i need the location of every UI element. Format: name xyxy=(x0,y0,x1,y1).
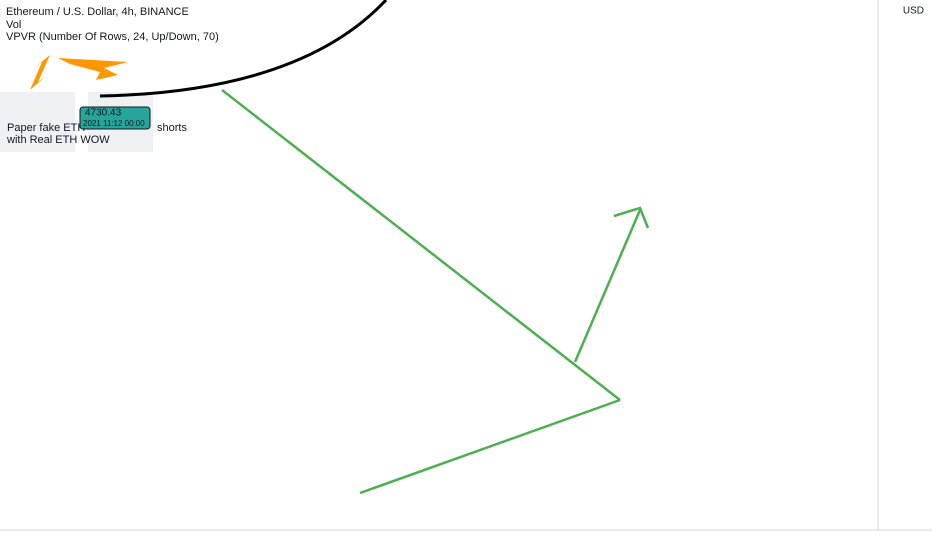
currency: USD xyxy=(903,6,924,17)
tooltip xyxy=(79,106,151,130)
annotation-box xyxy=(0,92,75,152)
indicator-label: VPVR (Number Of Rows, 24, Up/Down, 70) xyxy=(6,31,219,43)
tooltip-value: 4730.43 xyxy=(85,108,122,119)
arc-drawing xyxy=(99,0,388,98)
annotation-text: shorts xyxy=(157,122,187,134)
annotation-text: Paper fake ETH xyxy=(7,122,85,134)
lightning-icon xyxy=(58,58,128,80)
chart-title: Ethereum / U.S. Dollar, 4h, BINANCE xyxy=(6,6,189,18)
tooltip-time: 2021 11:12 00:00 xyxy=(83,119,145,128)
trend-line xyxy=(221,89,621,401)
lightning-icon xyxy=(30,55,50,90)
arrow-head xyxy=(613,206,650,229)
annotation-text: with Real ETH WOW xyxy=(6,134,110,146)
arrow xyxy=(573,209,642,363)
trend-line xyxy=(359,398,621,495)
indicator-label: Vol xyxy=(6,19,21,31)
price-axis xyxy=(878,0,932,550)
